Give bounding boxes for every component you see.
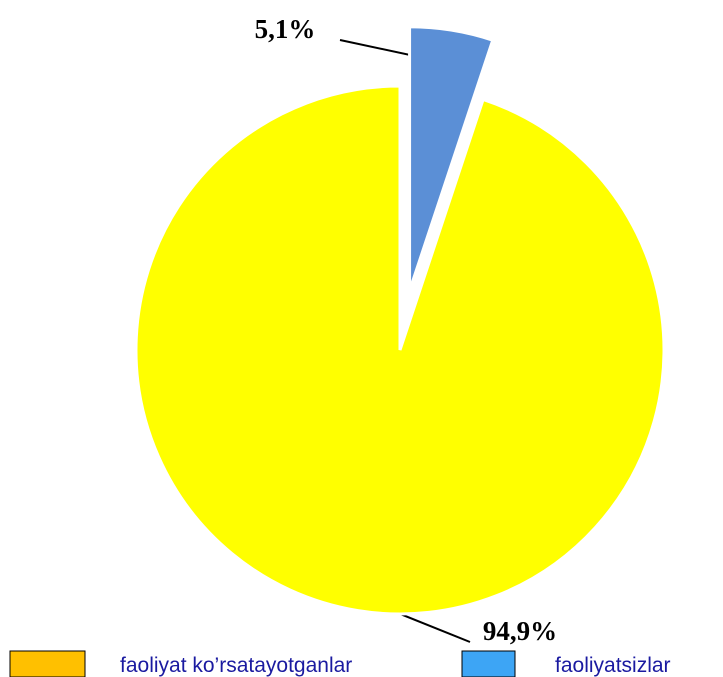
- legend-label: faoliyatsizlar: [555, 654, 671, 677]
- value-label: 5,1%: [255, 14, 316, 44]
- pie-slice: [134, 84, 666, 616]
- legend-swatch: [9, 650, 86, 677]
- value-label: 94,9%: [483, 616, 557, 646]
- legend-label: faoliyat ko’rsatayotganlar: [120, 654, 352, 677]
- legend-swatch: [461, 650, 516, 677]
- pie-slice: [408, 25, 495, 292]
